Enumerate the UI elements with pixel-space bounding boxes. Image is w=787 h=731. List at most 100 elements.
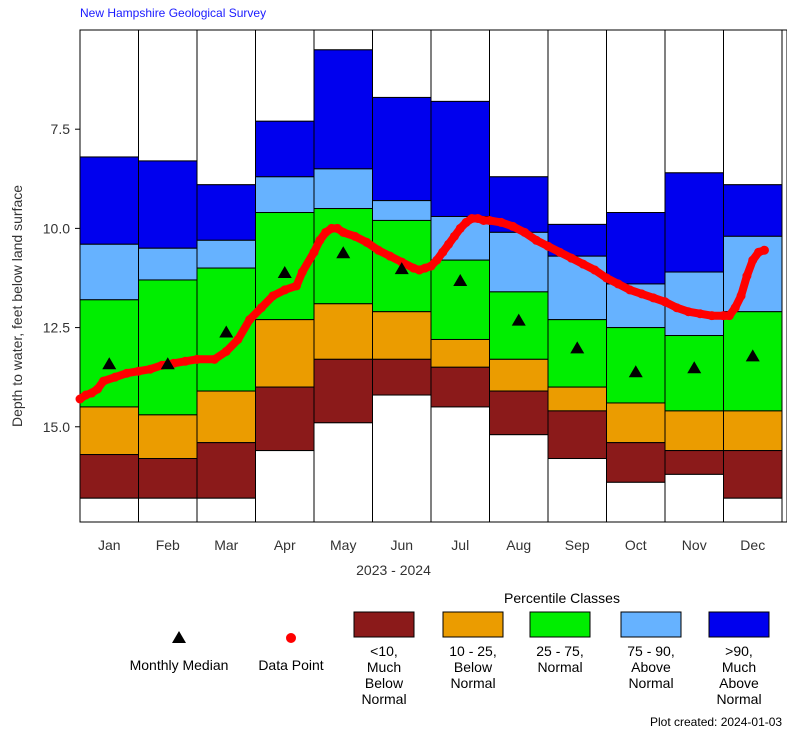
- bar-nov-above-max: [664, 29, 724, 174]
- bar-sep-below: [547, 386, 607, 412]
- bar-jul-much-below: [430, 366, 490, 408]
- y-axis-label: Depth to water, feet below land surface: [9, 185, 25, 427]
- bar-dec-much-below: [723, 450, 783, 499]
- legend-class-label: 10 - 25,: [449, 643, 496, 659]
- bar-sep-above: [547, 255, 607, 321]
- bar-jul-below-min: [430, 406, 490, 523]
- data-point-70: [742, 271, 752, 281]
- bar-oct-above-max: [606, 29, 666, 214]
- data-point-60: [648, 293, 658, 303]
- data-point-14: [221, 346, 231, 356]
- legend-class-label: Above: [719, 675, 759, 691]
- data-point-71: [748, 255, 758, 265]
- bar-may-much-above: [313, 49, 373, 170]
- x-tick-label: Nov: [682, 537, 707, 553]
- y-tick-label: 7.5: [51, 121, 71, 137]
- bar-jun-much-above: [372, 96, 432, 202]
- data-point-61: [660, 297, 670, 307]
- y-tick-label: 15.0: [43, 419, 70, 435]
- legend-median-label: Monthly Median: [130, 657, 229, 673]
- x-tick-label: Jun: [390, 537, 413, 553]
- data-point-20: [291, 281, 301, 291]
- bar-aug-above-max: [489, 29, 549, 178]
- median-marker-apr: [277, 266, 292, 279]
- data-point-31: [385, 251, 395, 261]
- data-point-68: [730, 303, 740, 313]
- legend-median-icon: [172, 631, 186, 643]
- bar-jul-normal: [430, 259, 490, 340]
- legend-class-label: Below: [365, 675, 404, 691]
- bar-mar-much-below: [196, 442, 256, 499]
- median-marker-mar: [219, 325, 234, 338]
- median-marker-dec: [745, 349, 760, 362]
- bar-feb-above-max: [138, 29, 198, 162]
- bar-apr-above: [255, 176, 315, 214]
- x-tick-label: Oct: [625, 537, 647, 553]
- data-point-5: [110, 372, 120, 382]
- bar-dec-above: [723, 235, 783, 313]
- median-marker-oct: [628, 365, 643, 378]
- bar-feb-much-below: [138, 458, 198, 499]
- bar-mar-below: [196, 390, 256, 444]
- bar-may-below: [313, 303, 373, 360]
- data-point-37: [432, 255, 442, 265]
- data-point-36: [426, 261, 436, 271]
- data-point-11: [180, 356, 190, 366]
- legend-class-label: Normal: [716, 691, 761, 707]
- data-point-29: [362, 237, 372, 247]
- bar-may-below-min: [313, 422, 373, 523]
- data-point-73: [759, 245, 769, 255]
- legend-swatch-much-above: [708, 611, 770, 638]
- data-point-46: [485, 215, 494, 225]
- bar-oct-much-above: [606, 212, 666, 285]
- data-point-56: [602, 273, 611, 283]
- data-point-23: [315, 235, 325, 245]
- legend-class-label: <10,: [370, 643, 398, 659]
- data-point-13: [210, 354, 220, 364]
- bar-sep-above-max: [547, 29, 607, 225]
- data-point-48: [508, 221, 518, 231]
- median-marker-sep: [570, 341, 585, 354]
- data-point-51: [543, 241, 553, 251]
- x-tick-label: Apr: [274, 537, 296, 553]
- bar-mar-below-min: [196, 497, 256, 523]
- data-point-47: [496, 217, 506, 227]
- bar-oct-much-below: [606, 442, 666, 483]
- legend-class-label: Much: [722, 659, 756, 675]
- data-point-15: [233, 334, 243, 344]
- bar-may-much-below: [313, 358, 373, 424]
- legend-swatch-normal: [529, 611, 591, 638]
- bar-mar-above-max: [196, 29, 256, 186]
- data-point-63: [683, 307, 693, 317]
- bar-jan-above: [79, 243, 139, 301]
- data-point-57: [613, 279, 623, 289]
- data-point-3: [93, 384, 103, 394]
- data-point-19: [280, 285, 290, 295]
- data-point-41: [455, 223, 465, 233]
- bar-feb-normal: [138, 279, 198, 416]
- data-point-22: [309, 247, 319, 257]
- bar-apr-much-above: [255, 120, 315, 178]
- y-tick-label: 12.5: [43, 320, 70, 336]
- x-tick-label: Feb: [156, 537, 180, 553]
- data-point-67: [724, 311, 734, 321]
- data-point-54: [578, 259, 588, 269]
- bar-dec-above-max: [723, 29, 783, 186]
- bar-may-above-max: [313, 29, 373, 51]
- x-tick-label: Aug: [506, 537, 531, 553]
- data-point-64: [695, 309, 705, 319]
- bar-dec-below-min: [723, 497, 783, 523]
- data-point-4: [98, 376, 108, 386]
- bar-jan-below-min: [79, 497, 139, 523]
- plot-area: [75, 29, 787, 523]
- bar-feb-below-min: [138, 497, 198, 523]
- bar-may-above: [313, 168, 373, 210]
- bar-feb-below: [138, 414, 198, 460]
- median-marker-jan: [102, 357, 117, 370]
- plot-frame: [79, 29, 787, 523]
- legend-class-label: 25 - 75,: [536, 643, 583, 659]
- x-tick-label: Dec: [740, 537, 765, 553]
- x-tick-label: Jan: [98, 537, 121, 553]
- bar-nov-much-below: [664, 450, 724, 475]
- plot-created-footer: Plot created: 2024-01-03: [650, 715, 782, 729]
